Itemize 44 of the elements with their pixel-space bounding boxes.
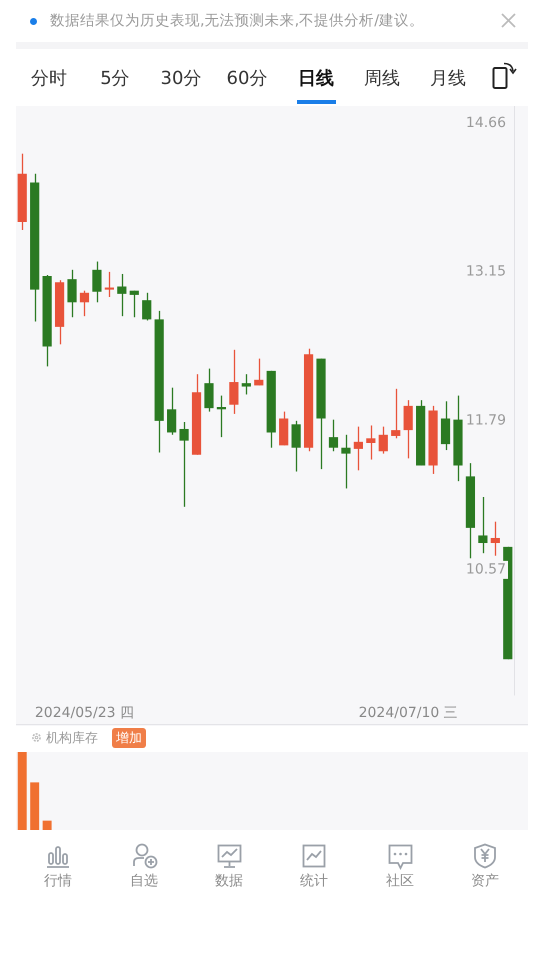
chart-title: 机构库存 [46, 730, 98, 747]
candlestick [254, 358, 264, 386]
y-tick-label: 11.79 [466, 412, 506, 428]
text: 统计 [300, 872, 328, 890]
x-tick-label: 2024/05/23 四 [34, 705, 134, 722]
candlestick [92, 260, 102, 303]
candlestick [130, 290, 139, 318]
candlestick [80, 290, 90, 317]
y-tick-label: 13.15 [466, 264, 506, 280]
candlestick [354, 426, 363, 471]
y-tick-label: 10.57 [466, 562, 506, 578]
x-tick-label: 2024/07/10 三 [358, 705, 458, 722]
text: 5分 [100, 67, 130, 90]
candlestick [229, 349, 238, 415]
candlestick [366, 424, 376, 460]
candlestick [117, 273, 126, 317]
text: 社区 [386, 872, 414, 890]
text: 行情 [44, 872, 72, 890]
text: 60分 [226, 67, 268, 90]
candlestick [341, 434, 351, 490]
candlestick [328, 419, 338, 452]
candlestick [478, 496, 488, 554]
text: 资产 [471, 872, 499, 890]
text: 自选 [130, 872, 158, 890]
candlestick [167, 387, 176, 436]
text: 数据 [215, 872, 243, 890]
candlestick [216, 394, 226, 438]
candlestick [104, 271, 114, 298]
text: 增加 [112, 728, 146, 748]
candlestick [142, 292, 152, 322]
candlestick [179, 421, 189, 508]
text: 月线 [430, 67, 466, 90]
text: 数据结果仅为历史表现,无法预测未来,不提供分析/建议。 [50, 12, 424, 30]
text: 分时 [31, 67, 67, 90]
candlestick [67, 269, 77, 318]
candlestick [242, 374, 251, 396]
candlestick [391, 388, 400, 439]
text: 周线 [364, 67, 400, 90]
text: 30分 [160, 67, 202, 90]
y-tick-label: 14.66 [466, 115, 506, 132]
candlestick [378, 426, 388, 454]
candlestick [490, 521, 500, 556]
candlestick [292, 420, 301, 472]
text: 日线 [298, 67, 334, 90]
